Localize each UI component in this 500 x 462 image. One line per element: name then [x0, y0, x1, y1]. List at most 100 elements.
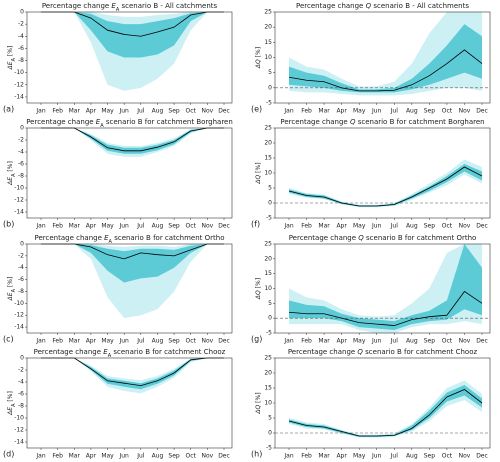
x-tick-label: Apr — [336, 453, 347, 460]
y-tick-label: -6 — [18, 161, 24, 168]
y-tick-label: 0 — [20, 355, 24, 362]
x-tick-label: Feb — [52, 223, 63, 230]
x-tick-label: Jun — [371, 453, 382, 460]
x-tick-label: Oct — [442, 453, 453, 460]
y-axis-label: ΔEA [%] — [7, 277, 17, 302]
y-tick-label: 15 — [264, 39, 272, 46]
chart-title-sub: A — [108, 353, 112, 359]
x-tick-label: Sep — [424, 223, 436, 230]
panel: 0 -2 -4 -6 -8 -10 -12 -14 Jan Feb Mar Apr May Jun Jul A… — [3, 118, 233, 230]
x-tick-label: Oct — [442, 223, 453, 230]
chart-title-pre: Percentage change — [280, 118, 350, 126]
y-axis-label: ΔQ [%] — [255, 278, 262, 300]
x-tick-label: Nov — [459, 223, 471, 230]
x-tick-label: Jan — [283, 453, 293, 460]
y-tick-label: 25 — [264, 125, 272, 132]
panel: -5 0 5 10 15 20 25 Jan Feb Mar Apr May Jun Jul Aug Sep O… — [251, 2, 491, 115]
y-tick-label: -4 — [18, 379, 24, 386]
x-tick-label: Jul — [136, 223, 145, 230]
x-tick-label: Sep — [424, 338, 436, 345]
chart-title-post: scenario B for catchment Borgharen — [104, 118, 233, 126]
x-tick-label: Aug — [152, 453, 164, 460]
panel-label: (d) — [3, 450, 14, 459]
chart-title-pre: Percentage change — [288, 348, 358, 356]
y-tick-label: 0 — [268, 315, 272, 322]
x-tick-label: Jul — [390, 338, 399, 345]
y-axis-label-post: [%] — [7, 391, 14, 403]
y-axis-label-post: [%] — [255, 162, 262, 174]
y-tick-label: 15 — [264, 385, 272, 392]
x-tick-label: Mar — [69, 453, 81, 460]
y-tick-label: 10 — [264, 285, 272, 292]
chart-title-post: scenario B for catchment Borgharen — [355, 118, 484, 126]
x-tick-label: Apr — [86, 108, 97, 115]
x-tick-label: Feb — [301, 453, 312, 460]
x-tick-label: Sep — [424, 108, 436, 115]
x-tick-label: Dec — [218, 108, 230, 115]
y-tick-label: -4 — [18, 149, 24, 156]
y-tick-label: -14 — [14, 324, 24, 331]
inner-band — [41, 244, 224, 283]
x-tick-label: Jun — [118, 223, 129, 230]
x-tick-label: Sep — [168, 453, 180, 460]
y-tick-label: -10 — [14, 300, 24, 307]
chart-title-symbol: Q — [358, 234, 364, 242]
x-tick-label: Aug — [152, 223, 164, 230]
y-tick-label: -2 — [18, 252, 24, 259]
panel: 0 -2 -4 -6 -8 -10 -12 -14 Jan Feb Mar Apr May Jun Jul A… — [3, 2, 233, 115]
y-tick-label: -5 — [266, 330, 272, 337]
x-tick-label: Dec — [218, 453, 230, 460]
x-tick-label: Apr — [86, 223, 97, 230]
x-tick-label: Feb — [52, 108, 63, 115]
y-tick-label: -10 — [14, 69, 24, 76]
chart-title: Percentage change Q scenario B for catch… — [280, 118, 484, 126]
y-tick-label: 20 — [264, 24, 272, 31]
y-axis-label: ΔQ [%] — [255, 47, 262, 69]
x-tick-label: Sep — [424, 453, 436, 460]
x-tick-label: Nov — [202, 223, 214, 230]
x-tick-label: Apr — [86, 338, 97, 345]
x-tick-label: Mar — [69, 338, 81, 345]
y-tick-label: -12 — [14, 81, 24, 88]
plot-frame — [26, 127, 233, 219]
chart-title-symbol: Q — [357, 348, 363, 356]
x-tick-label: Jun — [371, 108, 382, 115]
y-tick-label: 0 — [268, 200, 272, 207]
y-axis-label-symbol: ΔE — [7, 177, 14, 186]
x-tick-label: Jan — [35, 223, 45, 230]
x-tick-label: Sep — [168, 108, 180, 115]
chart-title-symbol: Q — [366, 2, 372, 10]
panel: 0 -2 -4 -6 -8 -10 -12 -14 Jan Feb Mar Apr May Jun Jul A… — [3, 234, 233, 345]
x-tick-label: Aug — [152, 108, 164, 115]
y-tick-label: 0 — [20, 125, 24, 132]
x-tick-label: Jan — [283, 108, 293, 115]
x-tick-label: Apr — [336, 338, 347, 345]
chart-title-symbol: E — [104, 234, 109, 242]
outer-band — [289, 159, 482, 208]
y-tick-label: 5 — [268, 415, 272, 422]
y-tick-label: -2 — [18, 137, 24, 144]
x-tick-label: Feb — [301, 338, 312, 345]
y-tick-label: 20 — [264, 255, 272, 262]
chart-title-pre: Percentage change — [26, 118, 96, 126]
panel-label: (f) — [251, 220, 260, 229]
y-axis-label-symbol: ΔQ — [255, 59, 262, 69]
x-tick-label: Aug — [152, 338, 164, 345]
y-tick-label: 15 — [264, 270, 272, 277]
y-axis-label-post: [%] — [255, 47, 262, 59]
x-tick-label: Jan — [35, 453, 45, 460]
y-axis-label-post: [%] — [255, 392, 262, 404]
y-axis-label-post: [%] — [7, 277, 14, 289]
x-tick-label: May — [353, 108, 366, 115]
chart-title-post: scenario B - All catchments — [371, 2, 469, 10]
panel-label: (h) — [251, 450, 262, 459]
x-tick-label: Mar — [318, 108, 330, 115]
y-axis-label-sub: A — [11, 57, 17, 61]
y-axis-label-symbol: ΔE — [7, 407, 14, 416]
panel-label: (c) — [3, 335, 14, 344]
y-tick-label: 10 — [264, 170, 272, 177]
chart-title-symbol: E — [96, 118, 101, 126]
x-tick-label: Dec — [218, 338, 230, 345]
x-tick-label: Oct — [186, 453, 197, 460]
x-tick-label: Dec — [476, 338, 488, 345]
